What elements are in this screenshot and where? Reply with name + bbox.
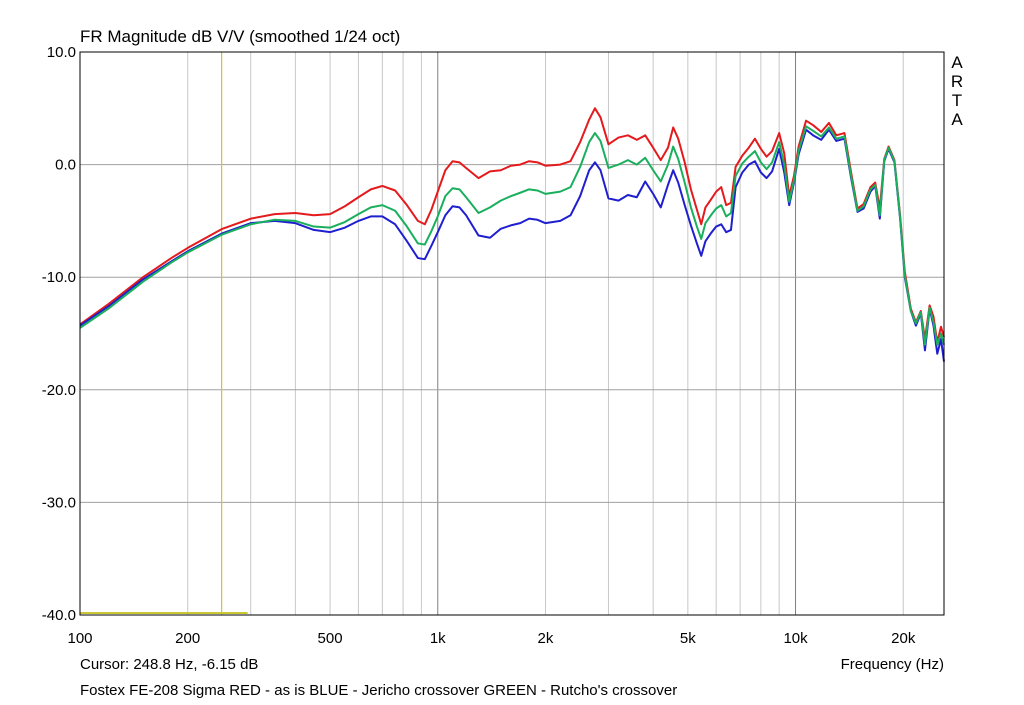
y-tick-label: -30.0 (42, 494, 76, 511)
x-tick-label: 5k (680, 630, 696, 647)
cursor-readout: Cursor: 248.8 Hz, -6.15 dB (80, 656, 259, 673)
chart-title: FR Magnitude dB V/V (smoothed 1/24 oct) (80, 27, 401, 46)
tick-label-layer: 10.0 0.0 -10.0 -20.0 -30.0 -40.0 100 200 500 1k 2k… (42, 44, 916, 647)
series-line-green (79, 125, 945, 346)
x-tick-label: 20k (891, 630, 916, 647)
plot-frame (79, 51, 945, 616)
cursor-layer (80, 52, 248, 615)
series-line-red (79, 107, 945, 344)
brand-letter: T (951, 91, 963, 110)
x-axis-label: Frequency (Hz) (840, 656, 944, 673)
series-layer (79, 107, 945, 362)
y-tick-label: 10.0 (47, 44, 76, 61)
x-tick-label: 1k (430, 630, 446, 647)
grid-layer (80, 52, 944, 615)
x-tick-label: 2k (538, 630, 554, 647)
y-tick-label: -10.0 (42, 269, 76, 286)
brand-letter: A (951, 110, 963, 129)
x-tick-label: 500 (318, 630, 343, 647)
y-tick-label: -20.0 (42, 382, 76, 399)
x-tick-label: 200 (175, 630, 200, 647)
y-tick-label: -40.0 (42, 607, 76, 624)
y-tick-label: 0.0 (55, 157, 76, 174)
chart-footer-caption: Fostex FE-208 Sigma RED - as is BLUE - J… (80, 682, 678, 699)
brand-letter: R (950, 72, 964, 91)
brand-letter: A (951, 53, 963, 72)
x-tick-label: 10k (783, 630, 808, 647)
x-tick-label: 100 (67, 630, 92, 647)
